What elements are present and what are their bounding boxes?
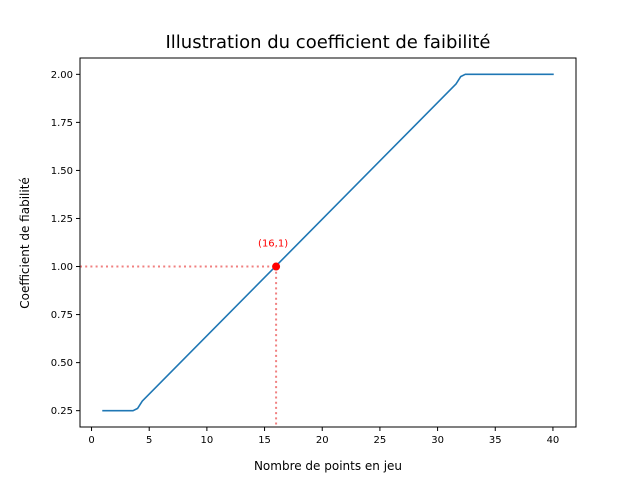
axes-frame <box>79 57 577 428</box>
y-tick-label: 1.00 <box>51 262 73 273</box>
x-tick-label: 5 <box>146 435 152 446</box>
highlight-label: (16,1) <box>258 239 288 250</box>
y-axis-ticks: 0.25 0.50 0.75 1.00 1.25 1.50 1.75 2.00 <box>51 70 80 417</box>
y-tick-label: 1.25 <box>51 214 73 225</box>
y-axis-label: Coefficient de fiabilité <box>18 177 32 309</box>
x-tick-label: 35 <box>489 435 502 446</box>
y-tick-label: 0.75 <box>51 310 73 321</box>
x-tick-label: 25 <box>374 435 387 446</box>
x-tick-label: 40 <box>547 435 560 446</box>
x-tick-label: 15 <box>258 435 271 446</box>
series-line-0 <box>102 73 554 412</box>
chart-title: Illustration du coefficient de faibilité <box>165 32 490 53</box>
plot-area <box>102 73 554 412</box>
y-tick-label: 0.25 <box>51 406 73 417</box>
x-tick-label: 20 <box>316 435 329 446</box>
y-tick-label: 0.50 <box>51 358 73 369</box>
annotation-layer: (16,1) <box>80 239 288 427</box>
x-tick-label: 0 <box>88 435 94 446</box>
x-tick-label: 30 <box>431 435 444 446</box>
highlight-point <box>272 262 281 271</box>
x-tick-label: 10 <box>201 435 214 446</box>
y-tick-label: 2.00 <box>51 70 73 81</box>
y-tick-label: 1.75 <box>51 118 73 129</box>
x-axis-label: Nombre de points en jeu <box>254 459 402 473</box>
x-axis-ticks: 0 5 10 15 20 25 30 35 40 <box>88 427 559 446</box>
y-tick-label: 1.50 <box>51 166 73 177</box>
